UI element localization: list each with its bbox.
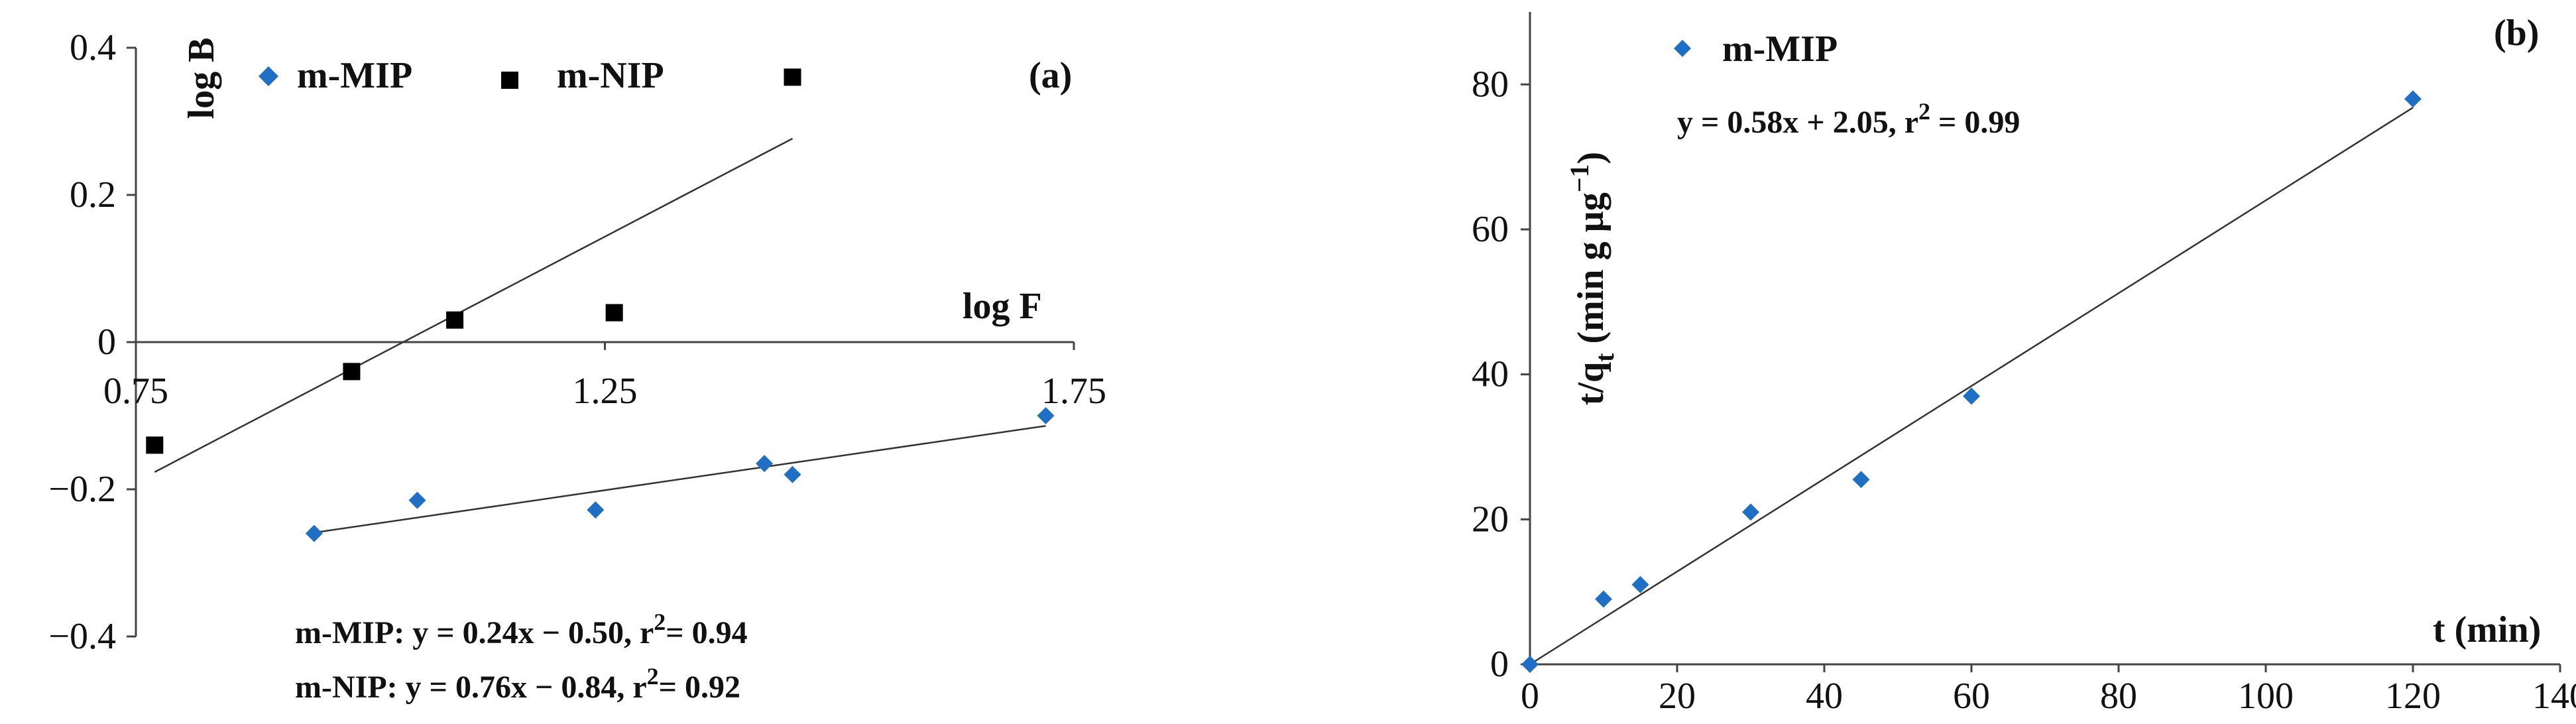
panel-b-y-tick-label: 0 bbox=[1490, 644, 1509, 685]
panel-b-x-tick-label: 120 bbox=[2385, 676, 2441, 717]
panel-b-y-tick-label: 60 bbox=[1472, 209, 1509, 250]
panel-b-x-tick-label: 140 bbox=[2532, 676, 2576, 717]
panel-a-equation-m-nip: m-NIP: y = 0.76x − 0.84, r2= 0.92 bbox=[295, 663, 740, 705]
panel-a-point-m-mip bbox=[587, 501, 605, 519]
panel-a-fit-line-m-mip bbox=[314, 425, 1046, 534]
panel-a-point-m-mip bbox=[305, 524, 323, 542]
panel-a-fit-line-m-nip bbox=[154, 137, 793, 473]
panel-a-point-m-mip bbox=[756, 455, 774, 473]
panel-b-y-ticks: 0 20 40 60 80 bbox=[1472, 64, 1530, 685]
panel-b-point-m-mip bbox=[1595, 590, 1612, 608]
panel-b-y-tick-label: 40 bbox=[1472, 354, 1509, 395]
panel-a-equation-m-nip-main: m-NIP: y = 0.76x − 0.84, r bbox=[295, 670, 647, 705]
panel-b-x-tick-label: 0 bbox=[1521, 676, 1539, 717]
panel-b-y-tick-label: 20 bbox=[1472, 499, 1509, 540]
panel-b-equation-main: y = 0.58x + 2.05, r bbox=[1677, 105, 1918, 140]
panel-b-x-tick-label: 80 bbox=[2100, 676, 2137, 717]
panel-b-y-tick-label: 80 bbox=[1472, 64, 1509, 105]
panel-a-point-m-nip bbox=[343, 363, 361, 381]
panel-a-y-tick-label: 0 bbox=[97, 322, 116, 363]
panel-b-point-m-mip bbox=[2404, 90, 2422, 108]
panel-b-y-axis-title-sub: t bbox=[1590, 353, 1619, 362]
panel-a-point-m-nip bbox=[784, 68, 801, 86]
panel-b-point-m-mip bbox=[1631, 575, 1649, 593]
panel-a-y-axis-title: log B bbox=[181, 38, 222, 119]
panel-b-equation: y = 0.58x + 2.05, r2 = 0.99 bbox=[1677, 98, 2020, 140]
panel-a-point-m-mip bbox=[1037, 407, 1055, 424]
panel-a-y-tick-label: 0.4 bbox=[70, 27, 116, 68]
panel-b-y-axis-title: t/qt (min g µg−1) bbox=[1564, 152, 1619, 405]
panel-b-x-axis-title: t (min) bbox=[2433, 609, 2541, 650]
panel-a-y-tick-label: −0.4 bbox=[48, 616, 116, 657]
panel-b-point-m-mip bbox=[1852, 471, 1870, 489]
panel-a-equation-m-mip-sup: 2 bbox=[654, 609, 666, 635]
panel-b-x-ticks: 0 20 40 60 80 100 120 140 bbox=[1521, 664, 2576, 717]
panel-a-point-m-mip bbox=[408, 491, 426, 509]
panel-a-point-m-nip bbox=[146, 436, 164, 454]
panel-b-point-m-mip bbox=[1521, 656, 1539, 673]
panel-a-x-tick-label: 1.75 bbox=[1041, 371, 1106, 412]
panel-a-equation-m-nip-rest: = 0.92 bbox=[659, 670, 740, 705]
panel-b-y-axis-title-unit: (min g µg bbox=[1570, 192, 1611, 353]
panel-a-equation-m-mip-rest: = 0.94 bbox=[666, 615, 747, 650]
panel-a-point-m-mip bbox=[784, 465, 801, 483]
panel-a-x-ticks: 0.75 1.25 1.75 bbox=[103, 342, 1106, 412]
panel-b-legend: m-MIP bbox=[1674, 29, 1838, 70]
panel-a-legend: m-MIP m-NIP bbox=[259, 55, 664, 96]
panel-a-equation-m-nip-sup: 2 bbox=[647, 663, 659, 690]
panel-b-y-axis-title-unit-sup: −1 bbox=[1564, 164, 1594, 192]
panel-b-label: (b) bbox=[2494, 13, 2539, 54]
panel-b-equation-sup: 2 bbox=[1918, 98, 1930, 125]
panel-a-x-tick-label: 1.25 bbox=[573, 371, 638, 412]
panel-b-x-tick-label: 60 bbox=[1953, 676, 1990, 717]
legend-m-nip-label: m-NIP bbox=[557, 55, 664, 96]
panel-a-equation-m-mip-main: m-MIP: y = 0.24x − 0.50, r bbox=[295, 615, 654, 650]
legend-m-mip-marker bbox=[259, 66, 278, 86]
legend-b-m-mip-label: m-MIP bbox=[1722, 29, 1838, 70]
panel-b-point-m-mip bbox=[1742, 503, 1759, 521]
panel-b-point-m-mip bbox=[1963, 387, 1980, 405]
panel-b-equation-rest: = 0.99 bbox=[1930, 105, 2020, 140]
panel-b-x-tick-label: 20 bbox=[1659, 676, 1696, 717]
legend-m-mip-label: m-MIP bbox=[297, 55, 412, 96]
panel-b-plot bbox=[1521, 90, 2422, 673]
panel-a-y-tick-label: 0.2 bbox=[70, 174, 116, 215]
panel-a-label: (a) bbox=[1029, 55, 1072, 96]
panel-a-point-m-nip bbox=[605, 304, 623, 322]
panel-a-x-tick-label: 0.75 bbox=[103, 371, 168, 412]
legend-m-nip-marker bbox=[501, 72, 518, 89]
panel-a-point-m-nip bbox=[446, 311, 464, 329]
legend-b-m-mip-marker bbox=[1674, 40, 1691, 57]
panel-b-y-axis-title-unit-close: ) bbox=[1570, 152, 1611, 164]
panel-a: 0.4 0.2 0 −0.2 −0.4 0.75 1.25 1.75 log B log F… bbox=[48, 27, 1106, 705]
panel-a-equation-m-mip: m-MIP: y = 0.24x − 0.50, r2= 0.94 bbox=[295, 609, 748, 650]
panel-a-x-axis-title: log F bbox=[963, 286, 1042, 327]
panel-a-y-ticks: 0.4 0.2 0 −0.2 −0.4 bbox=[48, 27, 136, 657]
panel-b-x-tick-label: 100 bbox=[2238, 676, 2294, 717]
panel-b-fit-line-m-mip bbox=[1529, 107, 2414, 666]
panel-a-plot bbox=[146, 68, 1055, 542]
panel-b-y-axis-title-main: t/q bbox=[1570, 362, 1611, 405]
panel-b-x-tick-label: 40 bbox=[1806, 676, 1843, 717]
panel-b: 0 20 40 60 80 0 20 40 60 80 100 120 140 t/qt (min g… bbox=[1472, 12, 2576, 717]
panel-a-y-tick-label: −0.2 bbox=[48, 469, 116, 510]
